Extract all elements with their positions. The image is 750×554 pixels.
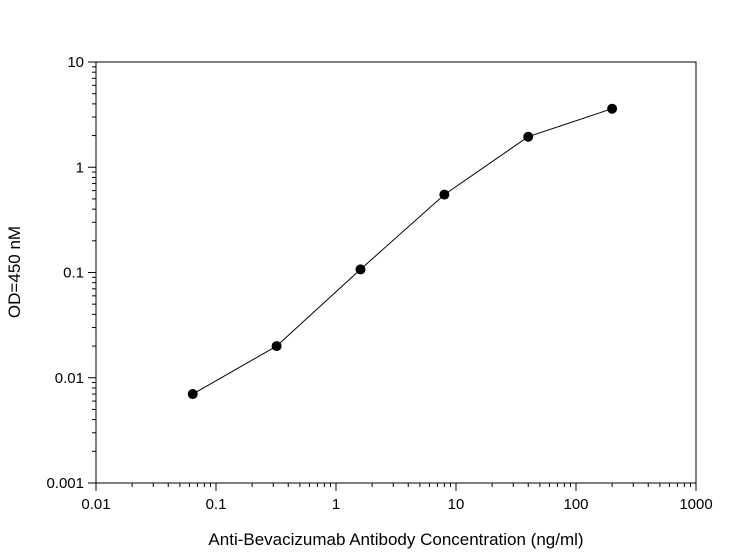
data-point bbox=[355, 264, 366, 275]
series-layer bbox=[187, 103, 618, 400]
y-tick-label: 0.1 bbox=[63, 265, 84, 282]
plot-frame bbox=[95, 61, 697, 484]
y-axis-label: OD=450 nM bbox=[5, 226, 24, 318]
y-tick-label: 10 bbox=[67, 54, 84, 71]
data-point bbox=[271, 341, 282, 352]
y-tick-label: 1 bbox=[76, 159, 84, 176]
x-axis-label: Anti-Bevacizumab Antibody Concentration … bbox=[208, 530, 583, 549]
data-point bbox=[523, 131, 534, 142]
x-tick-label: 1 bbox=[332, 496, 340, 513]
data-point bbox=[439, 189, 450, 200]
data-point bbox=[607, 103, 618, 114]
data-point bbox=[187, 389, 198, 400]
x-tick-label: 10 bbox=[448, 496, 465, 513]
y-tick-label: 0.001 bbox=[46, 475, 84, 492]
x-tick-label: 1000 bbox=[679, 496, 712, 513]
series-line bbox=[192, 108, 613, 395]
y-axis-ticks: 0.001 0.01 0.1 1 10 bbox=[46, 54, 96, 492]
y-tick-label: 0.01 bbox=[55, 370, 84, 387]
x-tick-label: 0.1 bbox=[206, 496, 227, 513]
x-tick-label: 100 bbox=[563, 496, 588, 513]
x-axis-ticks: 0.01 0.1 1 10 100 1000 bbox=[81, 483, 713, 513]
x-tick-label: 0.01 bbox=[81, 496, 110, 513]
